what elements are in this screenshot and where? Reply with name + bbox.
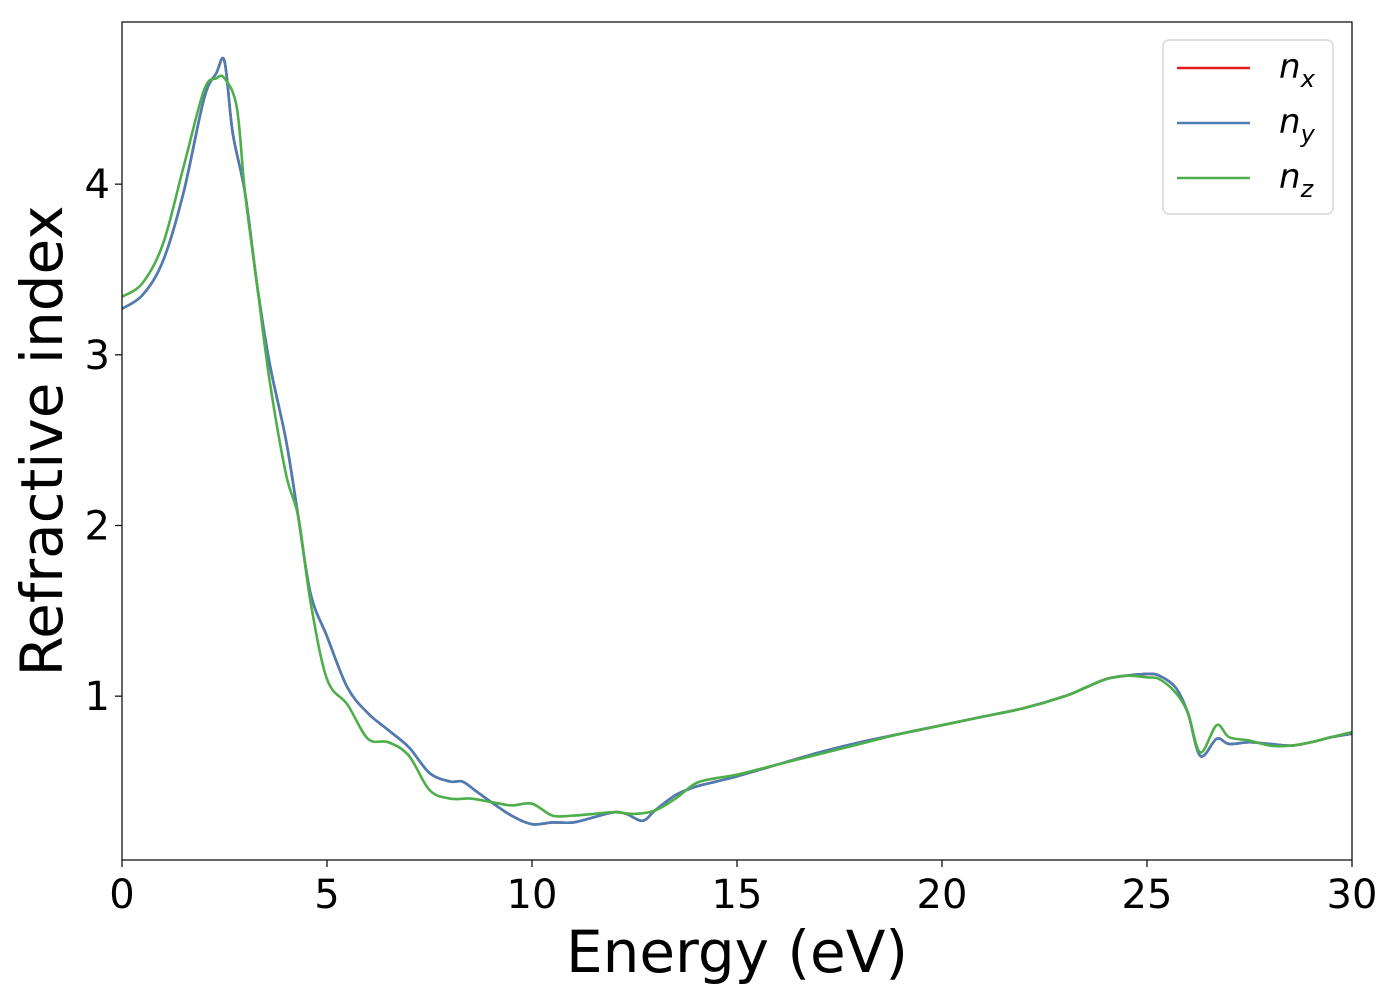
x-axis-title: Energy (eV) (566, 918, 908, 986)
legend-frame (1162, 39, 1334, 215)
x-tick-label: 15 (712, 872, 763, 918)
x-tick-label: 0 (109, 872, 134, 918)
series-line-z (122, 74, 1352, 818)
series-layer (122, 56, 1352, 826)
x-axis-ticks: 0 5 10 15 20 25 30 (109, 860, 1377, 918)
x-tick-label: 20 (917, 872, 968, 918)
y-tick-label: 2 (85, 503, 110, 549)
y-axis-ticks: 1 2 3 4 (85, 162, 122, 720)
y-tick-label: 4 (85, 162, 110, 208)
y-tick-label: 1 (85, 674, 110, 720)
x-tick-label: 5 (314, 872, 339, 918)
y-tick-label: 3 (85, 333, 110, 379)
x-tick-label: 30 (1327, 872, 1378, 918)
x-tick-label: 25 (1122, 872, 1173, 918)
x-tick-label: 10 (507, 872, 558, 918)
y-axis-title: Refractive index (8, 205, 76, 676)
